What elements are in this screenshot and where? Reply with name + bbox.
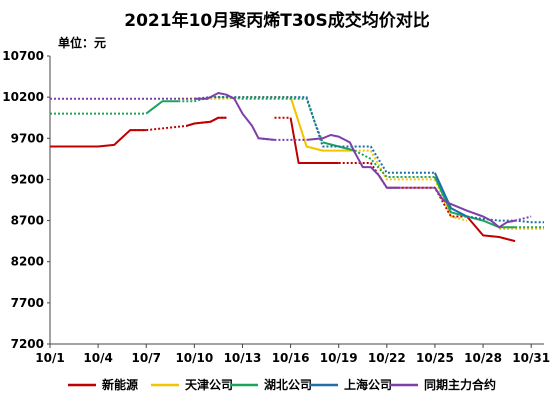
legend-label: 湖北公司 [264,377,312,392]
y-tick-label: 7700 [11,296,44,310]
series-line-0-solid [50,129,147,148]
y-tick-label: 10700 [2,49,44,63]
legend-label: 上海公司 [344,377,392,392]
x-tick-label: 10/22 [368,351,406,365]
series-line-3-dotted [466,215,544,224]
y-tick-label: 8700 [11,214,44,228]
y-tick-label: 8200 [11,255,44,269]
x-tick-label: 10/4 [83,351,112,365]
series-line-0-dotted [338,162,467,218]
series-line-4-solid [194,92,275,141]
series-line-3-solid [433,172,468,218]
y-tick-label: 7200 [11,337,44,351]
x-tick-label: 10/28 [464,351,502,365]
series-line-4-solid [434,187,516,229]
axes [49,56,544,345]
legend-label: 新能源 [102,377,138,392]
x-tick-label: 10/19 [320,351,358,365]
series-line-4-dotted [506,215,532,224]
legend-label: 同期主力合约 [424,377,496,392]
x-tick-label: 10/10 [175,351,213,365]
y-tick-label: 10200 [2,90,44,104]
legend-label: 天津公司 [185,377,233,392]
x-tick-label: 10/7 [132,351,161,365]
series-line-2-dotted [354,149,435,178]
chart-title: 2021年10月聚丙烯T30S成交均价对比 [124,10,429,31]
x-tick-label: 10/1 [35,351,64,365]
series-line-0-dotted [130,116,227,132]
x-tick-label: 10/16 [272,351,310,365]
series-line-4-solid [306,134,400,189]
series-line-3-dotted [194,96,355,148]
x-tick-label: 10/13 [224,351,262,365]
x-tick-labels: 10/1 10/4 10/7 10/10 10/13 10/16 10/19 10/22 10/… [35,344,550,365]
x-tick-label: 10/25 [416,351,454,365]
series-line-1-dotted [433,179,468,222]
series-line-1-dotted [354,149,435,181]
series-line-0-solid [466,215,516,243]
series-line-2-solid [145,100,179,115]
legend: 新能源 天津公司 湖北公司 上海公司 同期主力合约 [68,377,496,392]
series-lines [50,92,544,243]
series-line-3-dotted [354,145,435,174]
y-tick-label: 9700 [11,131,44,145]
series-line-2-dotted [178,96,324,143]
series-line-0-solid [186,116,227,127]
series-line-4-dotted [258,137,307,141]
y-tick-labels: 10700 10200 9700 9200 8700 8200 7700 7200 [2,49,50,351]
x-tick-label: 10/31 [512,351,550,365]
unit-label: 单位：元 [58,35,106,50]
y-tick-label: 9200 [11,172,44,186]
